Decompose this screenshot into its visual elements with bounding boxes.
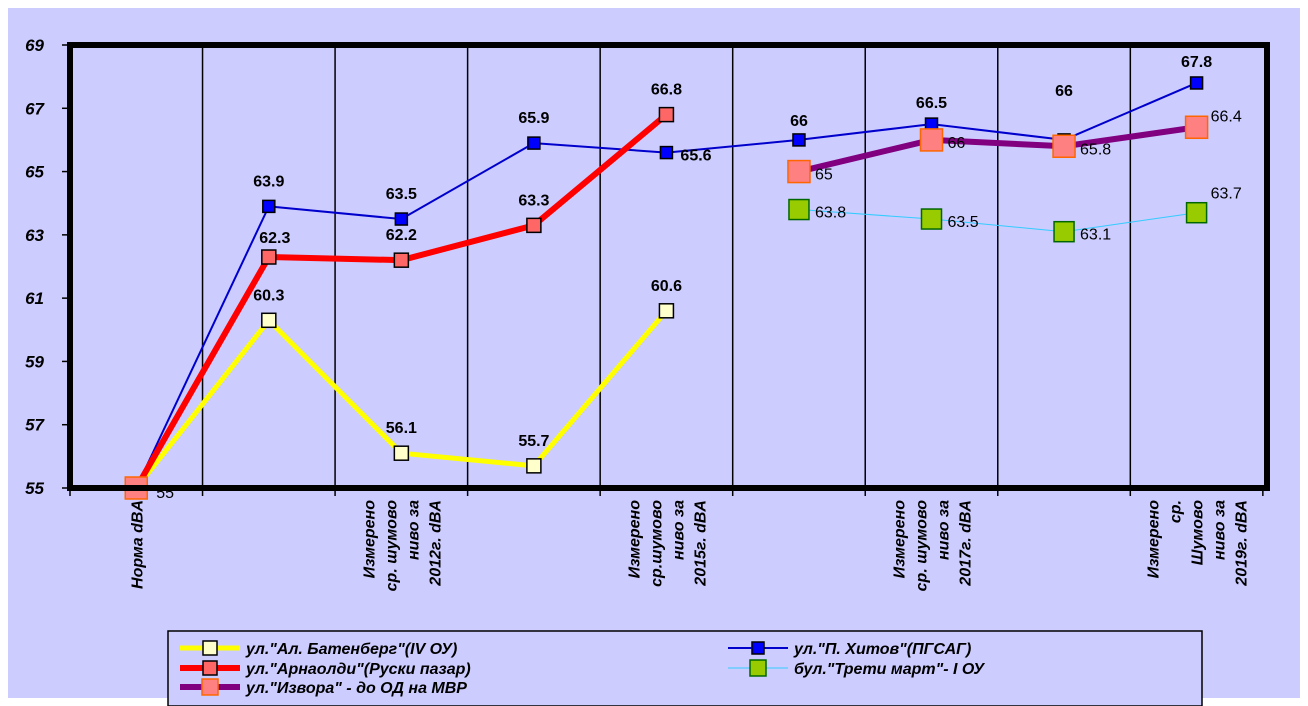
y-tick-label: 61 bbox=[25, 289, 44, 308]
x-category-label: ср. bbox=[1168, 500, 1185, 523]
data-label: 66.5 bbox=[916, 95, 947, 112]
data-point-marker bbox=[393, 445, 410, 461]
data-labels-layer: 60.3 56.1 55.7 60.6 63.9 63.5 65.9 65.6 66 66.5 66… bbox=[156, 54, 1242, 502]
data-point-marker bbox=[787, 159, 811, 184]
series-line bbox=[798, 209, 1197, 233]
data-point-marker bbox=[920, 208, 943, 230]
data-label: 65.9 bbox=[518, 110, 549, 127]
x-category-label: Измерено bbox=[892, 500, 909, 579]
data-label: 67.8 bbox=[1181, 54, 1212, 71]
y-tick-label: 65 bbox=[25, 163, 44, 182]
data-label: 63.7 bbox=[1211, 186, 1242, 203]
data-label: 65.8 bbox=[1080, 141, 1111, 158]
data-label: 63.1 bbox=[1080, 227, 1111, 244]
legend-label: ул."П. Хитов"(ПГСАГ) bbox=[793, 641, 971, 658]
data-label: 55 bbox=[156, 485, 174, 502]
data-label: 63.5 bbox=[948, 214, 979, 231]
x-category-label: Измерено bbox=[1146, 500, 1163, 579]
legend-box bbox=[167, 630, 1203, 706]
data-label: 66 bbox=[948, 135, 966, 152]
y-tick-label: 69 bbox=[25, 36, 44, 55]
data-point-marker bbox=[1184, 115, 1209, 140]
data-point-marker bbox=[658, 106, 675, 123]
data-point-marker bbox=[526, 217, 542, 234]
legend-marker bbox=[751, 641, 765, 655]
x-category-label: ср. шумово bbox=[914, 500, 931, 592]
x-category-label: ниво за bbox=[1212, 500, 1229, 560]
data-label: 55.7 bbox=[518, 433, 549, 450]
legend-marker bbox=[202, 640, 218, 656]
legend-label: ул."Ал. Батенберг"(IV ОУ) bbox=[245, 641, 457, 658]
x-category-label: ниво за bbox=[670, 500, 687, 560]
data-label: 66 bbox=[790, 113, 808, 130]
data-label: 65.6 bbox=[680, 148, 711, 165]
x-category-label: 2012г. dBA bbox=[427, 500, 444, 587]
data-point-marker bbox=[658, 303, 675, 319]
y-tick-label: 57 bbox=[25, 416, 45, 435]
y-tick-label: 67 bbox=[25, 99, 45, 118]
x-category-label: 2015г. dBA bbox=[692, 500, 709, 587]
legend-marker bbox=[202, 660, 218, 676]
data-point-marker bbox=[261, 249, 277, 265]
data-label: 63.9 bbox=[253, 173, 284, 190]
y-tick-label: 55 bbox=[25, 479, 44, 498]
x-category-label: ниво за bbox=[405, 500, 422, 560]
legend-label: ул."Арнаолди"(Руски пазар) bbox=[245, 661, 471, 678]
data-point-marker bbox=[527, 136, 541, 150]
data-label: 63.5 bbox=[386, 186, 417, 203]
data-label: 60.3 bbox=[253, 287, 284, 304]
data-point-marker bbox=[261, 312, 277, 329]
data-point-marker bbox=[394, 212, 409, 226]
y-tick-label: 63 bbox=[25, 226, 44, 245]
data-point-marker bbox=[1052, 134, 1076, 159]
data-point-marker bbox=[788, 198, 810, 221]
series-line bbox=[798, 124, 1198, 175]
legend: ул."Ал. Батенберг"(IV ОУ) ул."П. Хитов"(П… bbox=[167, 630, 1203, 706]
data-point-marker bbox=[1053, 220, 1075, 243]
x-category-label: Измерено bbox=[361, 500, 378, 579]
x-category-label: Норма dBA bbox=[129, 500, 146, 589]
x-category-label: Шумово bbox=[1190, 500, 1207, 565]
legend-label: ул."Извора" - до ОД на МВР bbox=[245, 680, 467, 697]
data-label: 60.6 bbox=[651, 278, 682, 295]
data-point-marker bbox=[659, 145, 674, 160]
data-label: 62.2 bbox=[386, 227, 417, 244]
x-category-label: 2019г. dBA bbox=[1234, 500, 1251, 587]
data-label: 66.8 bbox=[651, 82, 682, 99]
data-point-marker bbox=[393, 252, 410, 268]
legend-marker bbox=[749, 659, 767, 677]
plot-frame bbox=[67, 42, 1270, 491]
data-label: 65 bbox=[815, 167, 833, 184]
data-label: 66.4 bbox=[1211, 108, 1242, 125]
data-point-marker bbox=[792, 133, 806, 147]
x-category-label: ниво за bbox=[936, 500, 953, 560]
x-category-label: ср. шумово bbox=[383, 500, 400, 592]
data-point-marker bbox=[262, 199, 276, 214]
y-axis: 55 57 59 61 63 65 67 69 bbox=[25, 36, 70, 498]
series-layer bbox=[124, 76, 1209, 500]
y-tick-label: 59 bbox=[25, 352, 44, 371]
data-label: 63.3 bbox=[518, 192, 549, 209]
data-point-marker bbox=[1189, 76, 1204, 90]
x-category-label: 2017г. dBA bbox=[958, 500, 975, 587]
data-point-marker bbox=[526, 458, 542, 474]
data-point-marker bbox=[919, 128, 944, 152]
data-label: 66 bbox=[1055, 83, 1073, 100]
data-point-marker bbox=[1185, 201, 1208, 224]
data-label: 63.8 bbox=[815, 205, 846, 222]
data-label: 56.1 bbox=[386, 420, 417, 437]
legend-label: бул."Трети март"- I ОУ bbox=[794, 661, 985, 678]
data-label: 62.3 bbox=[259, 230, 290, 247]
x-category-label: ср.шумово bbox=[648, 500, 665, 587]
vertical-gridlines bbox=[201, 45, 1132, 488]
x-category-label: Измерено bbox=[626, 500, 643, 579]
x-axis: Норма dBA Измерено ср. шумово ниво за 2012г.… bbox=[69, 488, 1264, 592]
legend-marker bbox=[201, 678, 219, 696]
